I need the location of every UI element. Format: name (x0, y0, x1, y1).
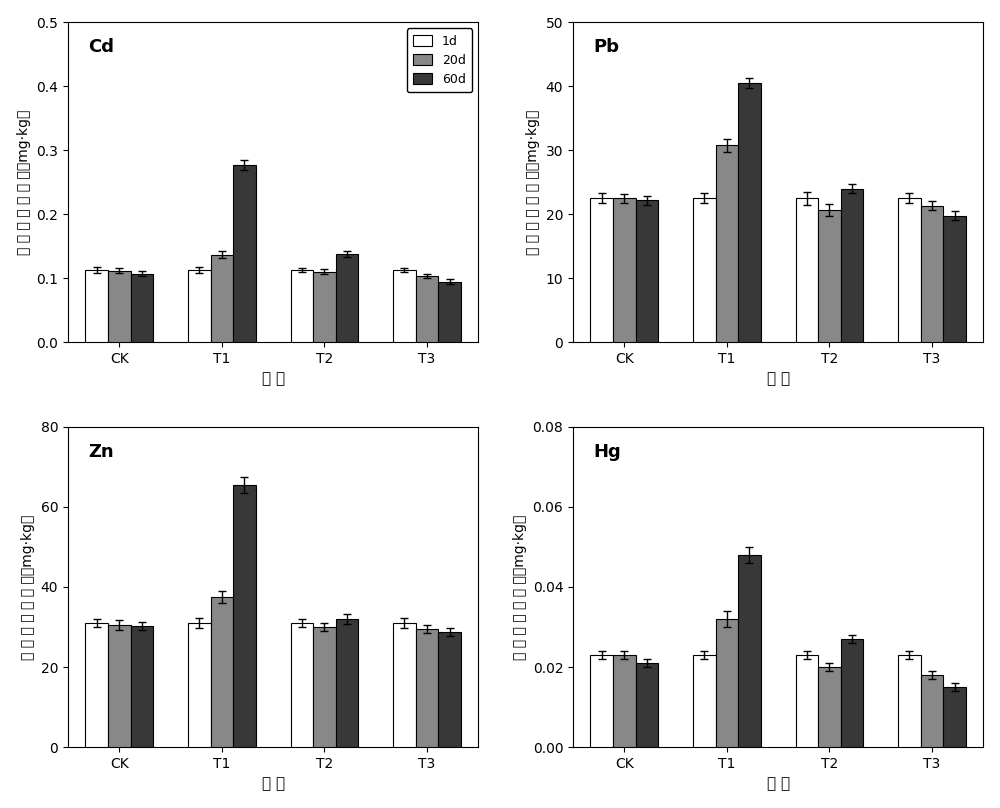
Bar (438, 632, 461, 747)
Bar (188, 270, 211, 343)
Bar (336, 254, 358, 343)
Bar (716, 619, 738, 747)
Bar (85, 623, 108, 747)
Bar (416, 276, 438, 343)
Bar (108, 625, 131, 747)
Bar (693, 655, 716, 747)
Bar (738, 555, 761, 747)
Bar (636, 663, 658, 747)
Bar (211, 597, 233, 747)
Y-axis label: 表 层 土 中 锌 含 量（mg·kg）: 表 层 土 中 锌 含 量（mg·kg） (21, 514, 35, 659)
Y-axis label: 表 层 土 中 铅 含 量（mg·kg）: 表 层 土 中 铅 含 量（mg·kg） (526, 110, 540, 255)
Bar (636, 200, 658, 343)
Bar (291, 270, 313, 343)
Bar (841, 639, 863, 747)
Bar (233, 165, 256, 343)
Bar (590, 655, 613, 747)
Bar (393, 270, 416, 343)
Bar (336, 619, 358, 747)
Bar (943, 216, 966, 343)
Bar (393, 623, 416, 747)
Bar (898, 198, 921, 343)
Bar (291, 623, 313, 747)
Bar (796, 655, 818, 747)
Bar (613, 198, 636, 343)
Bar (738, 83, 761, 343)
Bar (131, 626, 153, 747)
X-axis label: 组 别: 组 别 (262, 372, 285, 387)
X-axis label: 组 别: 组 别 (767, 372, 790, 387)
X-axis label: 组 别: 组 别 (767, 776, 790, 791)
Bar (818, 667, 841, 747)
Bar (313, 627, 336, 747)
Y-axis label: 表 层 土 中 汞 含 量（mg·kg）: 表 层 土 中 汞 含 量（mg·kg） (513, 514, 527, 659)
Legend: 1d, 20d, 60d: 1d, 20d, 60d (407, 28, 472, 92)
Bar (590, 198, 613, 343)
Bar (131, 274, 153, 343)
X-axis label: 组 别: 组 别 (262, 776, 285, 791)
Bar (108, 271, 131, 343)
Bar (921, 675, 943, 747)
Text: Cd: Cd (88, 38, 114, 57)
Text: Pb: Pb (594, 38, 620, 57)
Bar (211, 255, 233, 343)
Text: Zn: Zn (88, 443, 114, 461)
Y-axis label: 表 层 土 中 镉 含 量（mg·kg）: 表 层 土 中 镉 含 量（mg·kg） (17, 110, 31, 255)
Text: Hg: Hg (594, 443, 621, 461)
Bar (416, 629, 438, 747)
Bar (313, 272, 336, 343)
Bar (438, 281, 461, 343)
Bar (85, 270, 108, 343)
Bar (693, 198, 716, 343)
Bar (898, 655, 921, 747)
Bar (716, 145, 738, 343)
Bar (921, 206, 943, 343)
Bar (796, 198, 818, 343)
Bar (613, 655, 636, 747)
Bar (188, 623, 211, 747)
Bar (943, 687, 966, 747)
Bar (233, 485, 256, 747)
Bar (818, 210, 841, 343)
Bar (841, 188, 863, 343)
